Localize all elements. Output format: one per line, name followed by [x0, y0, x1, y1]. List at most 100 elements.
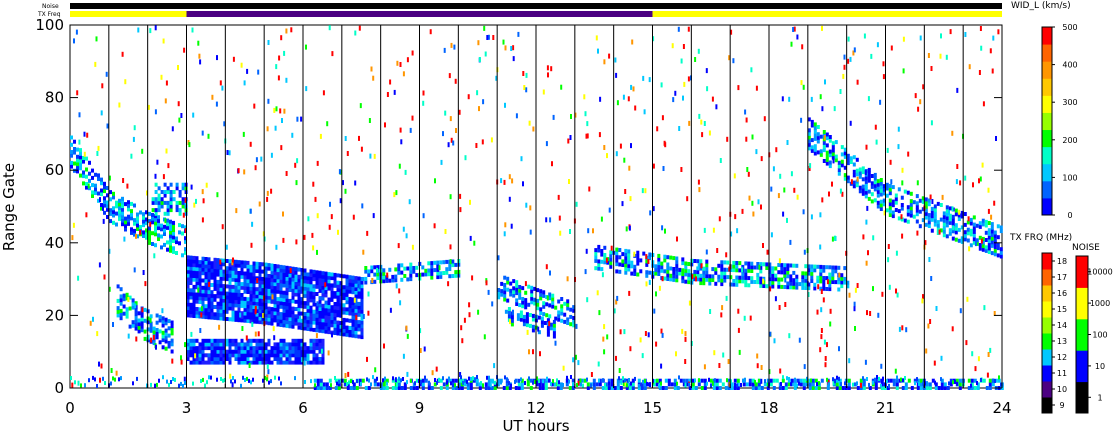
scatter-cell	[228, 262, 232, 267]
scatter-cell	[152, 326, 156, 331]
noise-speckle	[440, 159, 443, 165]
noise-speckle	[207, 133, 210, 139]
scatter-cell	[837, 164, 841, 169]
scatter-cell	[240, 300, 244, 305]
scatter-cell	[213, 268, 217, 273]
scatter-cell	[810, 123, 814, 128]
scatter-cell	[161, 338, 165, 343]
scatter-cell	[122, 311, 126, 316]
scatter-cell	[164, 335, 168, 340]
scatter-cell	[388, 267, 392, 272]
scatter-cell	[861, 177, 865, 182]
noise-speckle	[344, 188, 347, 194]
noise-speckle	[853, 301, 856, 307]
scatter-cell	[309, 280, 313, 285]
noise-speckle	[469, 235, 472, 241]
ground-scatter-cell	[532, 380, 534, 385]
scatter-cell	[125, 310, 129, 315]
scatter-cell	[718, 386, 722, 390]
scatter-cell	[300, 360, 304, 365]
scatter-cell	[783, 285, 787, 289]
noise-speckle	[712, 227, 715, 233]
scatter-cell	[439, 271, 443, 276]
scatter-cell	[327, 315, 331, 320]
scatter-cell	[273, 278, 277, 283]
ground-scatter-cell	[280, 381, 282, 386]
scatter-cell	[862, 378, 866, 383]
scatter-cell	[834, 154, 838, 159]
scatter-cell	[515, 302, 519, 306]
scatter-cell	[237, 274, 241, 279]
scatter-cell	[312, 309, 316, 314]
scatter-cell	[987, 235, 991, 240]
scatter-cell	[134, 323, 138, 327]
scatter-cell	[324, 318, 328, 323]
scatter-cell	[873, 187, 877, 192]
noise-speckle	[927, 53, 930, 58]
scatter-cell	[333, 320, 337, 325]
scatter-cell	[282, 349, 286, 354]
ground-scatter-cell	[542, 379, 544, 384]
ground-scatter-cell	[392, 376, 394, 381]
scatter-cell	[351, 275, 355, 280]
noise-speckle	[124, 79, 127, 85]
scatter-cell	[258, 357, 262, 361]
scatter-cell	[382, 382, 386, 387]
scatter-cell	[597, 263, 601, 267]
noise-speckle	[266, 374, 269, 380]
noise-speckle	[863, 33, 866, 39]
noise-speckle	[216, 55, 218, 61]
noise-speckle	[468, 312, 471, 318]
noise-speckle	[633, 251, 636, 257]
scatter-cell	[228, 349, 232, 354]
scatter-cell	[303, 346, 307, 351]
scatter-cell	[306, 316, 310, 321]
scatter-cell	[526, 378, 530, 383]
noise-speckle	[872, 235, 875, 241]
scatter-cell	[354, 287, 358, 291]
noise-speckle	[684, 382, 687, 388]
noise-speckle	[280, 145, 283, 151]
scatter-cell	[270, 314, 274, 319]
scatter-cell	[751, 378, 755, 383]
scatter-cell	[213, 276, 217, 280]
scatter-cell	[201, 303, 205, 308]
scatter-cell	[750, 276, 754, 281]
scatter-cell	[718, 378, 722, 383]
noise-speckle	[260, 156, 263, 162]
scatter-cell	[936, 220, 940, 225]
scatter-cell	[748, 378, 752, 383]
noise-speckle	[625, 226, 628, 232]
scatter-cell	[189, 360, 193, 365]
scatter-cell	[676, 386, 680, 390]
ground-scatter-cell	[370, 382, 372, 387]
scatter-cell	[124, 202, 127, 207]
scatter-cell	[360, 291, 364, 296]
noise-speckle	[895, 250, 898, 256]
scatter-cell	[333, 283, 337, 288]
scatter-cell	[741, 272, 745, 277]
noise-speckle	[96, 151, 99, 156]
scatter-cell	[828, 272, 832, 277]
noise-speckle	[847, 36, 850, 42]
scatter-cell	[885, 193, 889, 198]
scatter-cell	[264, 302, 268, 307]
noise-bar-label: Noise	[42, 3, 59, 10]
scatter-cell	[312, 349, 316, 354]
scatter-cell	[285, 276, 289, 281]
noise-speckle	[890, 45, 893, 51]
scatter-cell	[261, 298, 265, 303]
scatter-cell	[246, 360, 250, 365]
ground-scatter-cell	[334, 376, 336, 380]
scatter-cell	[309, 294, 313, 299]
scatter-cell	[822, 159, 826, 163]
scatter-cell	[267, 306, 271, 311]
scatter-cell	[600, 252, 604, 257]
scatter-cell	[942, 218, 946, 223]
noise-speckle	[71, 235, 74, 241]
scatter-cell	[291, 338, 295, 343]
scatter-cell	[888, 209, 892, 214]
scatter-cell	[879, 207, 883, 211]
scatter-cell	[189, 349, 193, 354]
scatter-cell	[228, 273, 232, 278]
